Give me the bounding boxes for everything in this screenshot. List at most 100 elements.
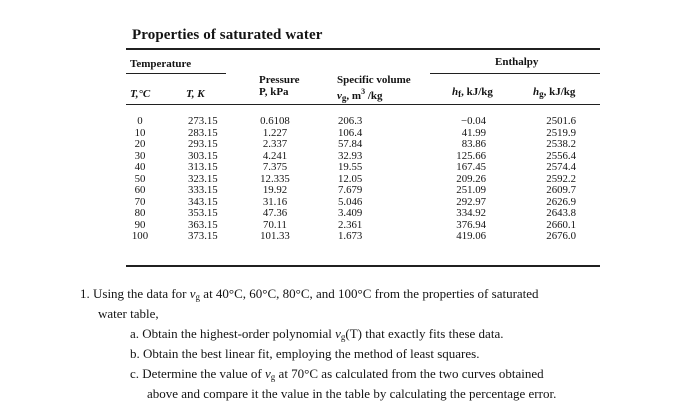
cell-pressure-10: 101.33 xyxy=(260,230,290,243)
cell-t-c-10: 100 xyxy=(131,230,149,243)
header-hg-symbol: h xyxy=(533,86,540,98)
cell-t-c-2: 20 xyxy=(134,138,146,151)
problem-part-c-line2: above and compare it the value in the ta… xyxy=(147,386,557,401)
cell-t-k-5: 323.15 xyxy=(188,172,218,185)
column-t-celsius: 0 10 20 30 40 50 60 70 80 90 100 xyxy=(128,115,152,243)
cell-t-k-0: 273.15 xyxy=(188,115,218,127)
cell-hf-6: 251.09 xyxy=(456,184,486,197)
problem-var: v xyxy=(189,286,196,301)
problem-intro-a: Using the data for xyxy=(93,286,190,301)
problem-part-a: a. Obtain the highest-order polynomial v… xyxy=(130,324,503,347)
cell-hf-9: 376.94 xyxy=(456,218,486,231)
cell-hg-2: 2538.2 xyxy=(546,138,576,151)
cell-t-c-4: 40 xyxy=(134,161,146,174)
cell-t-c-5: 50 xyxy=(134,172,146,185)
cell-volume-5: 12.05 xyxy=(338,172,363,185)
cell-t-k-10: 373.15 xyxy=(188,230,218,243)
cell-volume-0: 206.3 xyxy=(338,115,363,127)
part-a-text-a: Obtain the highest-order polynomial xyxy=(142,326,336,341)
column-specific-volume: 206.3 106.4 57.84 32.93 19.55 12.05 7.679 5.046… xyxy=(338,115,388,243)
cell-t-c-0: 0 xyxy=(137,115,143,127)
column-hg: 2501.6 2519.9 2538.2 2556.4 2574.4 2592.2 2609… xyxy=(530,115,576,243)
cell-pressure-3: 4.241 xyxy=(262,149,288,162)
cell-t-k-9: 363.15 xyxy=(188,218,218,231)
column-t-kelvin: 273.15 283.15 293.15 303.15 313.15 323.15 333.… xyxy=(188,115,238,243)
cell-volume-2: 57.84 xyxy=(338,138,363,151)
cell-volume-3: 32.93 xyxy=(338,149,363,162)
cell-hg-3: 2556.4 xyxy=(546,149,576,162)
cell-t-c-6: 60 xyxy=(134,184,146,197)
column-hf: −0.04 41.99 83.86 125.66 167.45 209.26 251.09 2… xyxy=(440,115,486,243)
cell-pressure-6: 19.92 xyxy=(262,184,288,197)
header-hg: hg, kJ/kg xyxy=(533,86,575,100)
cell-volume-1: 106.4 xyxy=(338,126,363,139)
problem-number: 1. xyxy=(80,286,90,301)
part-b-label: b. xyxy=(130,346,140,361)
part-a-text-b: (T) that exactly fits these data. xyxy=(345,326,504,341)
header-volume-end: /kg xyxy=(365,90,383,102)
cell-hg-9: 2660.1 xyxy=(546,218,576,231)
cell-t-k-7: 343.15 xyxy=(188,195,218,208)
header-volume-subscript: g xyxy=(341,93,347,103)
cell-t-k-3: 303.15 xyxy=(188,149,218,162)
cell-t-k-8: 353.15 xyxy=(188,207,218,220)
part-c-var: v xyxy=(265,366,271,381)
problem-part-b: b. Obtain the best linear fit, employing… xyxy=(130,344,479,364)
header-hf: hf, kJ/kg xyxy=(452,86,493,100)
cell-hf-3: 125.66 xyxy=(456,149,486,162)
header-bottom-rule xyxy=(126,104,600,105)
table-bottom-rule xyxy=(126,265,600,267)
cell-hf-10: 419.06 xyxy=(456,230,486,243)
cell-pressure-8: 47.36 xyxy=(262,207,288,220)
problem-intro-line1: 1. Using the data for vg at 40°C, 60°C, … xyxy=(80,284,539,307)
header-t-kelvin-text: T, K xyxy=(186,88,205,100)
column-pressure: 0.6108 1.227 2.337 4.241 7.375 12.335 19.92 31.… xyxy=(250,115,300,243)
problem-var-subscript: g xyxy=(195,292,201,302)
header-volume-rest: , m xyxy=(346,90,362,102)
cell-hg-4: 2574.4 xyxy=(546,161,576,174)
cell-hf-4: 167.45 xyxy=(456,161,486,174)
enthalpy-group-header: Enthalpy xyxy=(495,56,539,68)
header-t-celsius: T,°C xyxy=(130,88,150,100)
part-a-var-subscript: g xyxy=(340,332,346,342)
cell-volume-8: 3.409 xyxy=(338,207,363,220)
problem-intro-line2: water table, xyxy=(98,306,159,321)
enthalpy-group-rule xyxy=(430,73,600,74)
cell-t-k-6: 333.15 xyxy=(188,184,218,197)
cell-t-k-2: 293.15 xyxy=(188,138,218,151)
header-hf-symbol: h xyxy=(452,86,459,98)
table-top-rule xyxy=(126,48,600,50)
cell-hf-1: 41.99 xyxy=(461,126,486,139)
temperature-group-header: Temperature xyxy=(130,58,192,70)
cell-hg-5: 2592.2 xyxy=(546,172,576,185)
header-volume-symbol: v xyxy=(337,90,342,102)
problem-part-c: c. Determine the value of vg at 70°C as … xyxy=(130,364,544,387)
cell-hf-7: 292.97 xyxy=(456,195,486,208)
cell-pressure-7: 31.16 xyxy=(262,195,288,208)
part-a-var: v xyxy=(335,326,341,341)
cell-hf-8: 334.92 xyxy=(456,207,486,220)
header-hg-unit: , kJ/kg xyxy=(543,86,576,98)
cell-pressure-1: 1.227 xyxy=(262,126,288,139)
cell-t-k-1: 283.15 xyxy=(188,126,218,139)
temperature-group-rule xyxy=(126,73,226,74)
header-pressure-unit: P, kPa xyxy=(259,86,289,98)
cell-hg-7: 2626.9 xyxy=(546,195,576,208)
header-t-kelvin: T, K xyxy=(186,88,205,100)
table-title: Properties of saturated water xyxy=(132,27,323,43)
cell-pressure-5: 12.335 xyxy=(260,172,290,185)
header-volume-label: Specific volume xyxy=(337,74,411,86)
header-volume-superscript: 3 xyxy=(361,87,366,96)
cell-hf-2: 83.86 xyxy=(461,138,486,151)
cell-volume-9: 2.361 xyxy=(338,218,363,231)
cell-volume-10: 1.673 xyxy=(338,230,363,243)
cell-hg-10: 2676.0 xyxy=(546,230,576,243)
cell-hg-1: 2519.9 xyxy=(546,126,576,139)
part-b-text: Obtain the best linear fit, employing th… xyxy=(143,346,480,361)
part-c-var-subscript: g xyxy=(270,372,276,382)
cell-pressure-9: 70.11 xyxy=(263,218,287,231)
cell-hg-8: 2643.8 xyxy=(546,207,576,220)
part-c-text-b: at 70°C as calculated from the two curve… xyxy=(275,366,544,381)
cell-hg-6: 2609.7 xyxy=(546,184,576,197)
